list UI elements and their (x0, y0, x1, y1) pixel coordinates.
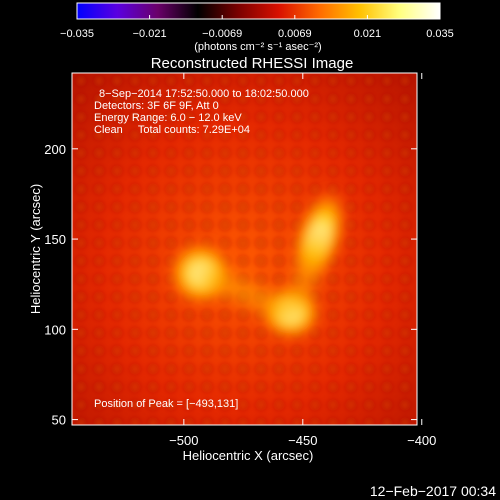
axis-tick-labels: −500 −450 −400 50 100 150 200 (44, 142, 436, 448)
y-tick-label: 200 (44, 142, 66, 157)
annotation-line: Clean Total counts: 7.29E+04 (94, 124, 250, 136)
colorbar-tick-label: −0.035 (60, 28, 94, 40)
annotations: 8−Sep−2014 17:52:50.000 to 18:02:50.000D… (94, 88, 309, 136)
colorbar-tick-label: −0.0069 (202, 28, 242, 40)
colorbar-tick-label: −0.021 (133, 28, 167, 40)
annotation-line: 8−Sep−2014 17:52:50.000 to 18:02:50.000 (99, 88, 309, 100)
axis-ticks (72, 73, 423, 425)
annotation-line: Detectors: 3F 6F 9F, Att 0 (94, 100, 219, 112)
x-tick-label: −450 (288, 433, 317, 448)
y-axis-title: Heliocentric Y (arcsec) (28, 184, 43, 314)
x-tick-label: −500 (169, 433, 198, 448)
heatmap-ripple-texture (72, 73, 417, 425)
x-axis-title: Heliocentric X (arcsec) (183, 448, 314, 463)
footer-timestamp: 12−Feb−2017 00:34 (370, 483, 496, 499)
plot-frame (71, 72, 418, 426)
heatmap-sources (166, 187, 348, 342)
x-tick-label: −400 (407, 433, 436, 448)
peak-position-label: Position of Peak = [−493,131] (94, 398, 238, 410)
colorbar-tick-label: 0.0069 (278, 28, 312, 40)
colorbar-tick-label: 0.035 (426, 28, 454, 40)
plot-area (72, 73, 417, 425)
colorbar-unit-label: (photons cm⁻² s⁻¹ asec⁻²) (194, 41, 321, 53)
chart-title: Reconstructed RHESSI Image (151, 55, 354, 72)
y-tick-label: 100 (44, 322, 66, 337)
colorbar-tick-label: 0.021 (354, 28, 382, 40)
colorbar-tick-labels: −0.035 −0.021 −0.0069 0.0069 0.021 0.035 (60, 28, 454, 40)
colorbar-ticks (76, 15, 441, 19)
heatmap-bridge-emission (191, 226, 329, 325)
y-tick-label: 50 (52, 413, 66, 428)
y-tick-label: 150 (44, 232, 66, 247)
colorbar (76, 2, 441, 20)
annotation-line: Energy Range: 6.0 − 12.0 keV (94, 112, 242, 124)
